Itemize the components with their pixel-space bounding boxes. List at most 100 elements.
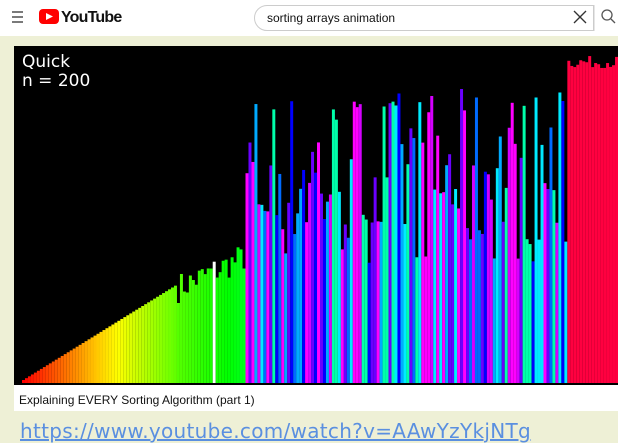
page: YouTube sorting arrays animation Quick n…: [0, 0, 618, 443]
sort-bar: [94, 336, 97, 383]
sort-bar: [561, 101, 564, 383]
sort-bar: [272, 109, 275, 383]
video-player[interactable]: Quick n = 200: [14, 46, 618, 385]
sort-bar: [165, 291, 168, 383]
sort-bar: [555, 223, 558, 383]
sort-bar: [529, 244, 532, 383]
sort-bar: [573, 67, 576, 383]
sort-bar: [502, 222, 505, 383]
sort-bar: [129, 313, 132, 383]
sort-bar: [70, 350, 73, 383]
sort-bar: [371, 223, 374, 383]
sort-bar: [231, 257, 234, 383]
sort-bar: [514, 144, 517, 383]
sort-bar: [392, 102, 395, 383]
sort-bar: [335, 120, 338, 383]
search-query[interactable]: sorting arrays animation: [267, 11, 395, 25]
sort-bar: [356, 107, 359, 383]
sort-bar: [228, 278, 231, 383]
sort-bar: [520, 158, 523, 383]
logo-text[interactable]: YouTube: [61, 9, 121, 27]
sort-bar: [395, 105, 398, 383]
sort-bar: [406, 164, 409, 383]
sort-bar: [302, 170, 305, 383]
sort-bar: [248, 143, 251, 383]
sort-bar: [570, 66, 573, 383]
sort-bar: [183, 292, 186, 383]
sort-bar: [418, 102, 421, 383]
sort-bar: [579, 60, 582, 383]
sort-bar: [457, 208, 460, 383]
sort-bar: [105, 328, 108, 383]
sort-bar: [198, 271, 201, 383]
sort-bar: [329, 194, 332, 383]
sort-bar: [397, 93, 400, 383]
sort-bar: [493, 258, 496, 383]
sort-bar: [386, 177, 389, 383]
video-link[interactable]: https://www.youtube.com/watch?v=AAwYzYkj…: [20, 419, 531, 443]
sort-bar: [341, 249, 344, 383]
sort-bar: [91, 337, 94, 383]
sort-bar: [517, 259, 520, 383]
sort-bar: [174, 286, 177, 383]
sort-bar: [222, 261, 225, 383]
sort-bar: [46, 365, 49, 383]
sort-bar: [454, 189, 457, 383]
sort-bar: [82, 343, 85, 383]
sort-bar: [257, 204, 260, 383]
sort-bar: [350, 159, 353, 383]
menu-icon[interactable]: [12, 12, 23, 22]
sort-bar: [496, 168, 499, 383]
sort-bar: [472, 165, 475, 383]
sort-bar: [433, 190, 436, 383]
sort-bar: [436, 136, 439, 383]
video-title[interactable]: Explaining EVERY Sorting Algorithm (part…: [19, 393, 255, 407]
sort-bar: [374, 177, 377, 383]
sort-bar: [31, 374, 34, 383]
sort-bar: [204, 274, 207, 383]
sort-bar: [79, 345, 82, 383]
sort-bar: [469, 239, 472, 383]
sort-bar: [58, 358, 61, 383]
sort-bar: [117, 321, 120, 383]
sort-bar: [144, 304, 147, 383]
sort-bar: [207, 268, 210, 383]
sort-bar: [266, 211, 269, 383]
sort-bar: [64, 354, 67, 383]
sort-bar: [287, 203, 290, 383]
sort-bar: [308, 183, 311, 383]
sort-bar: [73, 349, 76, 383]
sort-bar: [383, 107, 386, 383]
search-icon[interactable]: [602, 10, 615, 23]
sort-bar: [505, 188, 508, 383]
sort-bar: [582, 61, 585, 383]
sort-bar: [538, 240, 541, 383]
sort-bar: [153, 299, 156, 383]
sort-bar: [609, 67, 612, 383]
sort-bar: [487, 174, 490, 383]
sort-bar: [126, 315, 129, 383]
sort-bar: [552, 190, 555, 383]
sort-bar: [278, 174, 281, 383]
sort-bar: [442, 192, 445, 383]
sort-bar: [281, 229, 284, 383]
sort-bar: [564, 242, 567, 383]
search-box[interactable]: sorting arrays animation: [254, 5, 594, 31]
sort-bar: [430, 96, 433, 383]
sort-bar: [171, 288, 174, 384]
sort-bar: [359, 104, 362, 383]
sort-bar: [240, 249, 243, 383]
sort-bar: [305, 222, 308, 383]
sort-bar: [123, 317, 126, 383]
sort-bar: [28, 376, 31, 383]
sort-bar: [120, 319, 123, 383]
sort-bar: [97, 334, 100, 383]
sort-bar: [326, 202, 329, 383]
sort-bar: [466, 228, 469, 383]
sort-bar: [67, 352, 70, 383]
sort-bar: [150, 300, 153, 383]
sort-bar: [225, 260, 228, 383]
sort-bar: [260, 205, 263, 383]
sort-bar: [475, 97, 478, 383]
sort-bar: [189, 276, 192, 383]
